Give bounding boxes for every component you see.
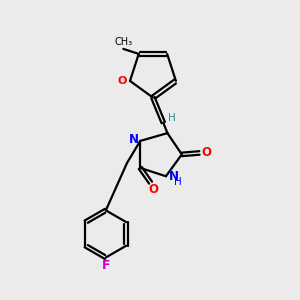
Text: H: H [174,177,182,187]
Text: N: N [169,170,179,183]
Text: O: O [148,183,158,196]
Text: O: O [117,76,126,86]
Text: O: O [201,146,211,159]
Text: F: F [102,259,110,272]
Text: CH₃: CH₃ [114,38,132,47]
Text: N: N [129,133,139,146]
Text: H: H [168,113,176,123]
